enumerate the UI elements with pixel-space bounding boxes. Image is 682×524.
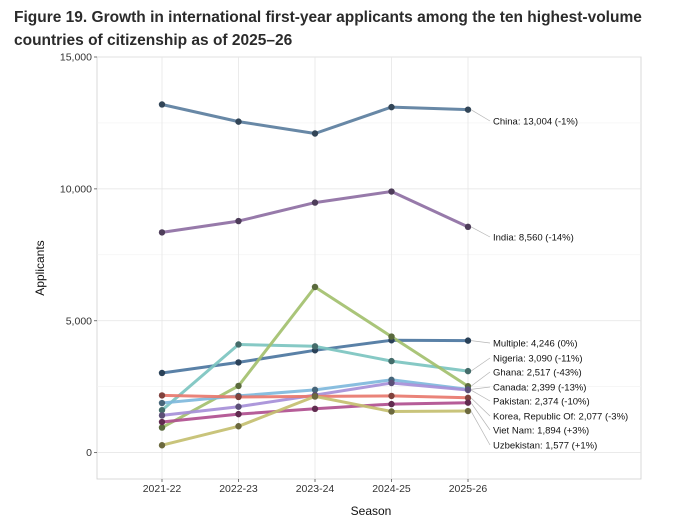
data-point <box>464 223 472 231</box>
x-tick-label: 2025-26 <box>449 483 488 495</box>
data-point <box>311 199 319 206</box>
y-tick-label: 15,000 <box>60 52 92 64</box>
data-point <box>464 367 472 375</box>
series-end-label: Korea, Republic Of: 2,077 (-3%) <box>493 411 628 422</box>
data-point <box>464 394 472 402</box>
series-end-label: Ghana: 2,517 (-43%) <box>493 367 582 378</box>
series-end-label: Uzbekistan: 1,577 (+1%) <box>493 440 597 451</box>
y-axis-title: Applicants <box>33 240 47 295</box>
data-point <box>158 424 166 431</box>
data-point <box>464 337 472 344</box>
x-tick-label: 2022-23 <box>219 483 258 495</box>
data-point <box>388 103 395 111</box>
data-point <box>388 333 395 340</box>
data-point <box>464 106 472 113</box>
data-point <box>235 382 242 390</box>
y-tick-label: 0 <box>86 447 92 459</box>
series-labels: China: 13,004 (-1%) India: 8,560 (-14%) Mu… <box>470 109 628 451</box>
data-point <box>388 357 395 365</box>
data-point <box>464 386 472 394</box>
data-point <box>235 403 242 410</box>
data-point <box>158 369 166 377</box>
data-point <box>158 442 166 449</box>
data-point <box>235 341 242 348</box>
label-leader-line <box>470 357 491 372</box>
series-end-label: China: 13,004 (-1%) <box>493 116 578 127</box>
data-point <box>464 399 472 406</box>
data-point <box>158 392 166 399</box>
label-leader-line <box>470 386 491 390</box>
data-point <box>158 406 166 414</box>
y-axis: 0 5,000 10,000 15,000 <box>60 52 97 459</box>
data-point <box>388 408 395 415</box>
series-end-label: Viet Nam: 1,894 (+3%) <box>493 425 589 436</box>
data-point <box>158 229 166 236</box>
x-tick-label: 2023-24 <box>296 483 335 495</box>
plot-panel <box>96 56 642 480</box>
data-point <box>235 217 242 225</box>
series-end-label: Nigeria: 3,090 (-11%) <box>493 353 583 364</box>
data-point <box>311 130 319 137</box>
label-leader-line <box>470 340 491 344</box>
series-end-label: India: 8,560 (-14%) <box>493 232 574 243</box>
series-end-label: Canada: 2,399 (-13%) <box>493 382 586 393</box>
label-leader-line <box>470 226 491 238</box>
x-axis-title: Season <box>351 504 392 518</box>
data-point <box>158 418 166 426</box>
x-tick-label: 2021-22 <box>143 483 182 495</box>
data-point <box>388 188 395 195</box>
data-point <box>235 410 242 418</box>
x-axis: 2021-22 2022-23 2023-24 2024-25 2025-26 <box>143 479 488 495</box>
label-leader-line <box>470 410 491 446</box>
data-point <box>235 359 242 366</box>
data-point <box>388 392 395 400</box>
label-leader-line <box>470 402 491 431</box>
data-point <box>158 412 166 419</box>
data-point <box>235 393 242 401</box>
y-tick-label: 5,000 <box>66 315 92 327</box>
data-point <box>158 399 166 407</box>
series-end-label: Pakistan: 2,374 (-10%) <box>493 396 590 407</box>
series-end-label: Multiple: 4,246 (0%) <box>493 338 577 349</box>
data-point <box>311 405 319 413</box>
data-point <box>311 283 319 291</box>
y-tick-label: 10,000 <box>60 183 92 195</box>
data-point <box>158 101 166 108</box>
data-point <box>311 393 319 400</box>
label-leader-line <box>470 109 491 122</box>
data-point <box>388 400 395 408</box>
label-leader-line <box>470 397 491 417</box>
label-leader-line <box>470 371 491 387</box>
chart-title: Figure 19. Growth in international first… <box>14 9 642 49</box>
data-point <box>464 407 472 415</box>
label-leader-line <box>470 389 491 402</box>
data-point <box>311 343 319 350</box>
x-tick-label: 2024-25 <box>372 483 411 495</box>
data-point <box>235 423 242 430</box>
series-points <box>158 101 472 449</box>
data-point <box>311 386 319 394</box>
data-point <box>388 379 395 387</box>
data-point <box>235 118 242 125</box>
